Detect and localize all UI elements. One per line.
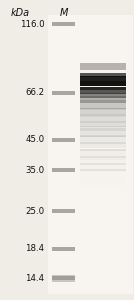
- Bar: [80, 73, 126, 77]
- Bar: [80, 97, 126, 103]
- Bar: [80, 87, 126, 90]
- Bar: [80, 117, 126, 127]
- Text: 18.4: 18.4: [25, 244, 44, 253]
- Bar: [80, 121, 126, 123]
- Text: 66.2: 66.2: [25, 88, 44, 97]
- Bar: [80, 148, 126, 151]
- Bar: [80, 108, 126, 118]
- Bar: [52, 209, 75, 213]
- Bar: [48, 15, 133, 294]
- Bar: [80, 108, 126, 110]
- Bar: [52, 22, 75, 26]
- Bar: [52, 274, 75, 282]
- Bar: [80, 142, 126, 144]
- Bar: [80, 90, 126, 94]
- Bar: [80, 148, 126, 160]
- Bar: [52, 277, 75, 280]
- Bar: [80, 126, 126, 137]
- Bar: [52, 91, 75, 94]
- Bar: [80, 169, 126, 172]
- Text: kDa: kDa: [11, 8, 30, 17]
- Bar: [80, 93, 126, 98]
- Bar: [80, 128, 126, 130]
- Bar: [80, 76, 126, 81]
- Bar: [80, 114, 126, 116]
- Bar: [52, 138, 75, 142]
- Text: 25.0: 25.0: [25, 207, 44, 216]
- Text: 35.0: 35.0: [25, 166, 44, 175]
- Bar: [52, 247, 75, 250]
- Bar: [80, 135, 126, 137]
- Text: M: M: [59, 8, 68, 17]
- Bar: [80, 100, 126, 109]
- Bar: [80, 159, 126, 172]
- Text: 116.0: 116.0: [20, 20, 44, 29]
- Bar: [52, 168, 75, 172]
- Text: 14.4: 14.4: [25, 274, 44, 283]
- Bar: [80, 163, 126, 165]
- Bar: [80, 81, 126, 86]
- Bar: [80, 173, 126, 185]
- Bar: [80, 136, 126, 148]
- Bar: [80, 156, 126, 158]
- Bar: [80, 63, 126, 70]
- Text: 45.0: 45.0: [25, 135, 44, 144]
